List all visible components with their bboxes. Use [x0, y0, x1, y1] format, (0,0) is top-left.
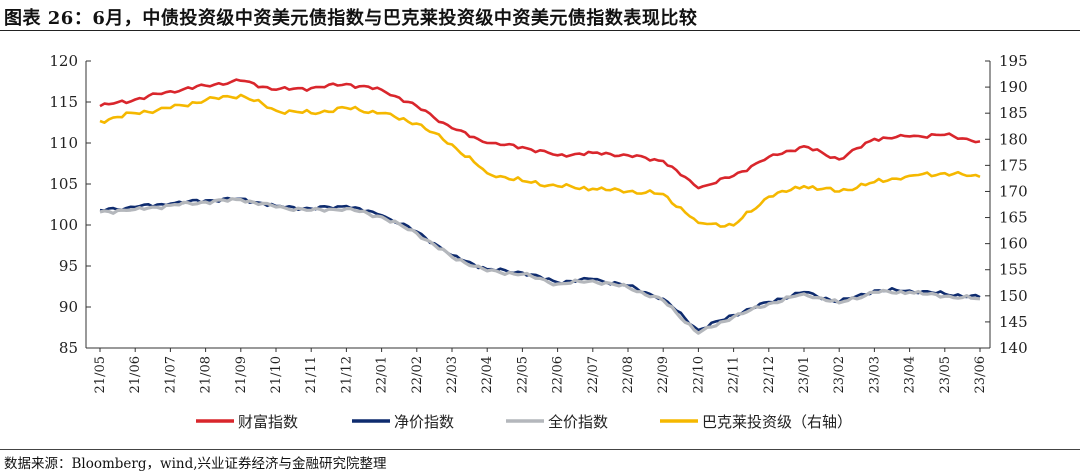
series-line-net-price-index — [99, 196, 981, 332]
x-tick-label: 21/06 — [128, 356, 143, 393]
x-tick-label: 22/05 — [515, 356, 530, 393]
series-line-barclays-ig — [99, 93, 981, 228]
x-tick-label: 23/04 — [903, 356, 918, 393]
left-tick-label: 110 — [49, 134, 78, 152]
right-tick-label: 140 — [999, 339, 1028, 357]
left-tick-label: 90 — [59, 298, 78, 316]
x-tick-label: 21/07 — [163, 356, 178, 393]
left-tick-label: 95 — [59, 257, 78, 275]
x-tick-label: 23/03 — [867, 356, 882, 393]
x-tick-label: 21/11 — [304, 356, 319, 393]
legend-label: 财富指数 — [238, 413, 298, 431]
x-tick-label: 22/02 — [410, 356, 425, 393]
x-tick-label: 21/08 — [199, 356, 214, 393]
legend-label: 巴克莱投资级（右轴） — [702, 413, 852, 431]
x-tick-label: 23/01 — [797, 356, 812, 393]
right-tick-label: 195 — [999, 52, 1028, 70]
x-tick-label: 22/01 — [375, 356, 390, 393]
x-tick-label: 22/09 — [656, 356, 671, 393]
x-tick-label: 21/05 — [93, 356, 108, 393]
series-line-full-price-index — [99, 197, 981, 335]
x-tick-label: 22/12 — [762, 356, 777, 393]
right-tick-label: 175 — [999, 156, 1028, 174]
x-tick-label: 22/03 — [445, 356, 460, 393]
chart-title: 图表 26：6月，中债投资级中资美元债指数与巴克莱投资级中资美元债指数表现比较 — [4, 8, 698, 29]
chart-series-group — [99, 78, 981, 335]
left-tick-label: 85 — [59, 339, 78, 357]
chart-legend: 财富指数 净价指数 全价指数 巴克莱投资级（右轴） — [196, 413, 852, 431]
right-tick-label: 185 — [999, 104, 1028, 122]
right-tick-label: 150 — [999, 287, 1028, 305]
x-tick-label: 21/09 — [234, 356, 249, 393]
right-tick-label: 160 — [999, 235, 1028, 253]
right-tick-label: 155 — [999, 261, 1028, 279]
x-tick-label: 22/11 — [727, 356, 742, 393]
right-tick-label: 180 — [999, 130, 1028, 148]
x-tick-label: 23/05 — [938, 356, 953, 393]
x-tick-label: 21/10 — [269, 356, 284, 393]
x-tick-label: 22/06 — [551, 356, 566, 393]
x-tick-label: 22/04 — [480, 356, 495, 393]
x-tick-label: 21/12 — [339, 356, 354, 393]
x-tick-label: 23/06 — [973, 356, 988, 393]
chart-axes: 85 90 95 100 105 110 115 120 140 145 150 155 160 165 1… — [49, 52, 1027, 393]
x-tick-label: 22/07 — [586, 356, 601, 393]
legend-label: 全价指数 — [548, 413, 608, 431]
x-tick-label: 22/10 — [691, 356, 706, 393]
footer-divider — [0, 449, 1080, 450]
left-tick-label: 105 — [49, 175, 78, 193]
left-tick-label: 100 — [49, 216, 78, 234]
left-tick-label: 120 — [49, 52, 78, 70]
right-tick-label: 170 — [999, 182, 1028, 200]
right-tick-label: 165 — [999, 209, 1028, 227]
title-divider — [0, 30, 1080, 31]
right-tick-label: 145 — [999, 313, 1028, 331]
x-tick-label: 22/08 — [621, 356, 636, 393]
x-tick-label: 23/02 — [832, 356, 847, 393]
right-tick-label: 190 — [999, 78, 1028, 96]
series-line-wealth-index — [99, 78, 981, 190]
legend-label: 净价指数 — [394, 413, 454, 431]
source-note: 数据来源：Bloomberg，wind,兴业证券经济与金融研究院整理 — [4, 456, 387, 472]
left-tick-label: 115 — [49, 93, 78, 111]
